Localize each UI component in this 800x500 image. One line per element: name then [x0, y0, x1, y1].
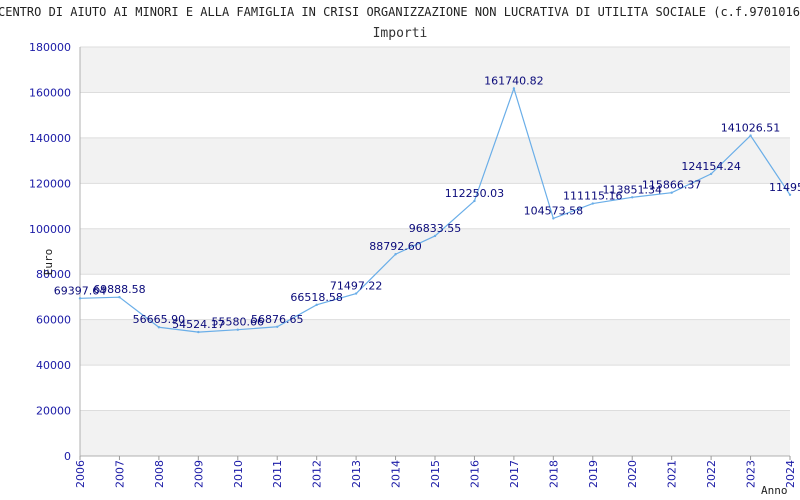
y-tick-label: 140000: [29, 132, 71, 145]
data-point: [709, 172, 713, 176]
data-label: 115866.37: [642, 179, 702, 192]
x-tick-label: 2009: [192, 460, 205, 488]
x-tick-label: 2024: [784, 460, 797, 488]
chart-subtitle: Importi: [373, 26, 428, 41]
data-label: 71497.22: [330, 280, 383, 293]
x-tick-label: 2019: [587, 460, 600, 488]
grid-band: [80, 47, 790, 93]
data-label: 111115.16: [563, 190, 623, 203]
data-point: [315, 303, 318, 307]
data-point: [591, 202, 594, 205]
x-tick-label: 2021: [666, 460, 679, 488]
y-tick-label: 180000: [29, 41, 71, 54]
data-point: [473, 199, 476, 203]
data-point: [749, 134, 752, 137]
x-tick-label: 2007: [113, 460, 126, 488]
y-tick-label: 160000: [29, 86, 71, 99]
data-point: [236, 328, 239, 331]
x-tick-label: 2014: [390, 460, 403, 488]
data-label: 114956: [769, 181, 800, 194]
data-label: 124154.24: [681, 160, 741, 173]
data-label: 56665.90: [133, 313, 186, 326]
x-tick-label: 2023: [745, 460, 758, 488]
x-tick-label: 2015: [429, 460, 442, 488]
y-tick-label: 60000: [36, 314, 71, 327]
series-line: [79, 86, 791, 333]
data-point: [552, 217, 555, 220]
x-tick-label: 2022: [705, 460, 718, 488]
x-tick-label: 2018: [547, 460, 560, 488]
data-point: [118, 295, 121, 299]
grid-band: [80, 410, 790, 456]
data-point: [276, 325, 279, 328]
data-label: 96833.55: [409, 222, 462, 235]
grid-band: [80, 319, 790, 366]
data-label: 69397.64: [54, 284, 107, 297]
chart-title: CENTRO DI AIUTO AI MINORI E ALLA FAMIGLI…: [0, 5, 800, 19]
data-point: [157, 326, 161, 329]
x-tick-label: 2017: [508, 460, 521, 488]
y-axis-label: Euro: [42, 249, 55, 276]
data-label: 112250.03: [445, 187, 505, 200]
y-tick-label: 0: [64, 450, 71, 463]
x-tick-label: 2011: [271, 460, 284, 488]
y-tick-label: 40000: [36, 359, 71, 372]
x-tick-label: 2008: [153, 460, 166, 488]
data-point: [512, 87, 516, 90]
data-label: 54524.17: [172, 318, 225, 331]
data-label: 55580.66: [212, 316, 265, 329]
data-point: [631, 196, 634, 199]
data-label: 69888.58: [93, 283, 146, 296]
data-point: [197, 330, 200, 334]
data-point: [394, 253, 397, 256]
x-tick-labels: 2006 2007 2008 2009 2010 2011 2012 2013 2014 2015…: [74, 456, 797, 488]
data-point: [788, 193, 792, 196]
y-tick-labels: 0 20000 40000 60000 80000 100000 120000 140000 1…: [29, 41, 71, 463]
x-tick-label: 2010: [232, 460, 245, 488]
data-label: 66518.58: [290, 291, 343, 304]
data-label: 88792.60: [369, 240, 422, 253]
y-tick-label: 80000: [36, 268, 71, 281]
data-label: 141026.51: [721, 122, 781, 135]
data-label: 113851.34: [602, 183, 662, 196]
data-point: [670, 191, 673, 194]
x-axis-label: Anno: [761, 484, 788, 497]
y-tick-label: 120000: [29, 177, 71, 190]
data-label: 56876.65: [251, 313, 304, 326]
x-tick-label: 2016: [468, 460, 481, 488]
data-point: [354, 292, 358, 295]
x-tick-label: 2020: [626, 460, 639, 488]
data-point: [433, 234, 437, 238]
data-point: [78, 297, 82, 300]
data-label: 161740.82: [484, 74, 544, 87]
y-tick-label: 20000: [36, 405, 71, 418]
grid-band: [80, 137, 790, 184]
grid-lines: [80, 46, 790, 457]
grid-bands: [80, 47, 790, 456]
x-tick-label: 2013: [350, 460, 363, 488]
y-tick-label: 100000: [29, 223, 71, 236]
data-label: 104573.58: [524, 204, 584, 217]
x-tick-label: 2006: [74, 460, 87, 488]
x-tick-label: 2012: [311, 460, 324, 488]
series-line-group: [78, 86, 792, 334]
